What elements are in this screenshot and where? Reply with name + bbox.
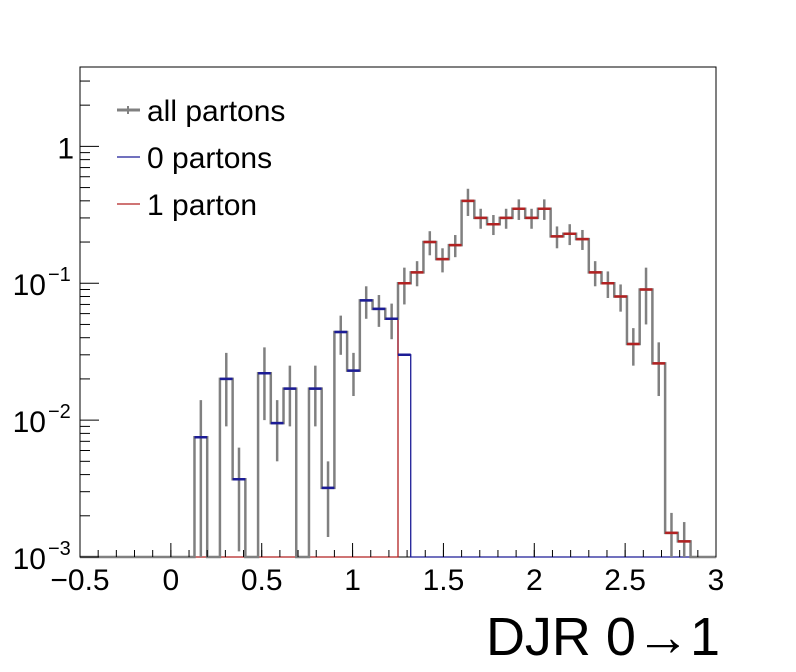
legend-label: 1 parton xyxy=(147,189,257,222)
legend-label: all partons xyxy=(147,95,285,128)
y-tick-label: 1 xyxy=(57,132,74,165)
axes: −0.5 0 0.5 1 1.5 2 2.5 310 −310 −210 −11 xyxy=(13,80,725,597)
x-tick-label: 3 xyxy=(708,564,725,597)
y-tick-label: 10 xyxy=(13,543,46,576)
y-tick-label: 10 xyxy=(13,269,46,302)
x-tick-label: 1 xyxy=(344,564,361,597)
y-tick-label: 10 xyxy=(13,406,46,439)
y-tick-exponent: −3 xyxy=(48,538,71,560)
y-tick-exponent: −2 xyxy=(48,401,71,423)
legend: all partons 0 partons 1 parton xyxy=(117,95,285,222)
x-tick-label: 2.5 xyxy=(604,564,646,597)
x-tick-label: −0.5 xyxy=(50,564,109,597)
x-axis-title: DJR 0→1 xyxy=(486,607,720,667)
series-overlay-1 xyxy=(194,299,411,490)
histogram-layer xyxy=(80,188,716,559)
series-overlay-2 xyxy=(398,199,691,543)
x-tick-label: 1.5 xyxy=(423,564,465,597)
series-line-2 xyxy=(80,200,716,558)
legend-label: 0 partons xyxy=(147,142,272,175)
x-tick-label: 0 xyxy=(163,564,180,597)
y-tick-exponent: −1 xyxy=(48,264,71,286)
x-tick-label: 2 xyxy=(526,564,543,597)
x-tick-label: 0.5 xyxy=(241,564,283,597)
